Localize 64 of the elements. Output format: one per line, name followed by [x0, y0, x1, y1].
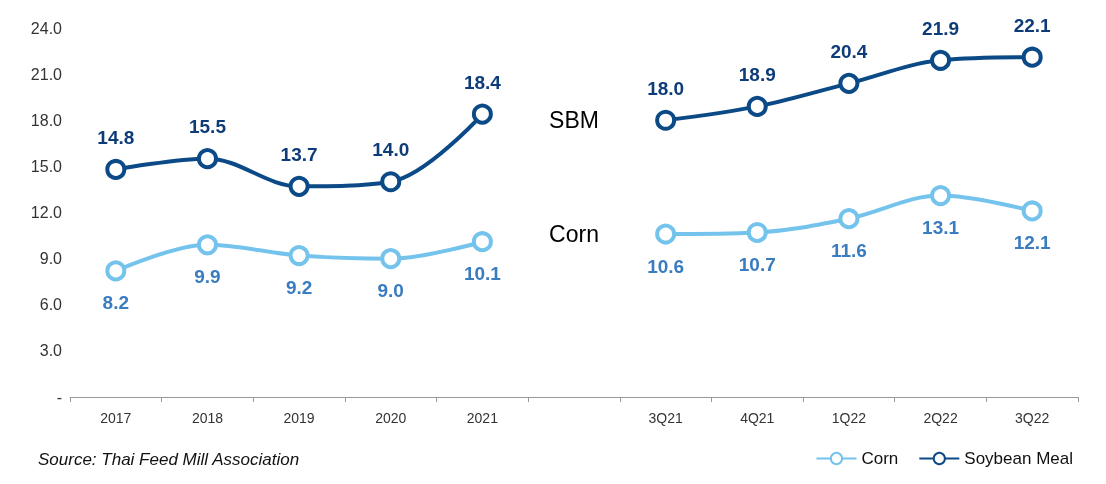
point — [930, 49, 952, 71]
point — [105, 158, 127, 180]
legend-label: Soybean Meal — [964, 449, 1074, 468]
y-tick-label: - — [56, 388, 62, 406]
y-tick-label: 9.0 — [39, 250, 63, 268]
x-tick-label: 2018 — [191, 410, 224, 426]
data-label: 18.0 — [647, 77, 685, 99]
data-label: 21.9 — [922, 17, 960, 39]
data-label: 9.0 — [377, 280, 404, 302]
data-label: 12.1 — [1013, 232, 1052, 254]
data-label: 22.1 — [1013, 14, 1052, 36]
point — [746, 95, 768, 117]
x-tick-label: 4Q21 — [740, 410, 775, 426]
x-tick-label: 2Q22 — [923, 410, 958, 426]
data-label: 10.7 — [738, 253, 776, 275]
data-label: 11.6 — [830, 240, 867, 262]
data-label: 18.4 — [463, 71, 502, 93]
annotation: Corn — [549, 221, 599, 248]
point — [930, 185, 952, 207]
point — [655, 109, 677, 131]
x-tick-label: 2017 — [100, 410, 132, 426]
y-tick-label: 3.0 — [39, 342, 63, 360]
x-tick-label: 2020 — [375, 410, 407, 426]
data-label: 13.7 — [280, 143, 318, 165]
point — [196, 148, 218, 170]
data-label: 20.4 — [830, 40, 868, 62]
data-label: 15.5 — [188, 116, 227, 138]
legend-label: Corn — [861, 449, 899, 468]
x-tick-label: 2019 — [283, 410, 315, 426]
point — [471, 231, 493, 253]
data-label: 14.8 — [97, 126, 135, 148]
data-label: 13.1 — [922, 217, 960, 239]
source-note: Source: Thai Feed Mill Association — [38, 450, 300, 469]
point — [1021, 200, 1043, 222]
point — [288, 175, 310, 197]
x-tick-label: 3Q22 — [1015, 410, 1050, 426]
point — [471, 103, 493, 125]
y-tick-label: 15.0 — [30, 157, 63, 175]
x-tick-label: 3Q21 — [648, 410, 683, 426]
y-tick-label: 6.0 — [39, 296, 63, 314]
point — [746, 221, 768, 243]
x-tick-label: 1Q22 — [831, 410, 867, 426]
y-tick-label: 18.0 — [30, 111, 63, 129]
x-tick-label: 2021 — [466, 410, 499, 426]
point — [196, 234, 218, 256]
data-label: 10.1 — [463, 263, 502, 285]
y-tick-label: 12.0 — [30, 204, 63, 221]
point — [1021, 46, 1043, 68]
annotation: SBM — [549, 107, 599, 134]
data-label: 18.9 — [738, 63, 776, 85]
point — [380, 248, 402, 270]
data-label: 8.2 — [102, 292, 130, 314]
point — [838, 72, 860, 94]
data-label: 10.6 — [647, 255, 685, 277]
data-label: 9.2 — [285, 277, 313, 299]
point — [288, 245, 310, 267]
data-label: 14.0 — [372, 139, 410, 161]
point — [380, 171, 402, 193]
y-tick-label: 24.0 — [30, 19, 63, 37]
point — [838, 208, 860, 230]
point — [655, 223, 677, 245]
point — [105, 260, 127, 282]
data-label: 9.9 — [194, 266, 221, 288]
y-tick-label: 21.0 — [30, 65, 63, 83]
